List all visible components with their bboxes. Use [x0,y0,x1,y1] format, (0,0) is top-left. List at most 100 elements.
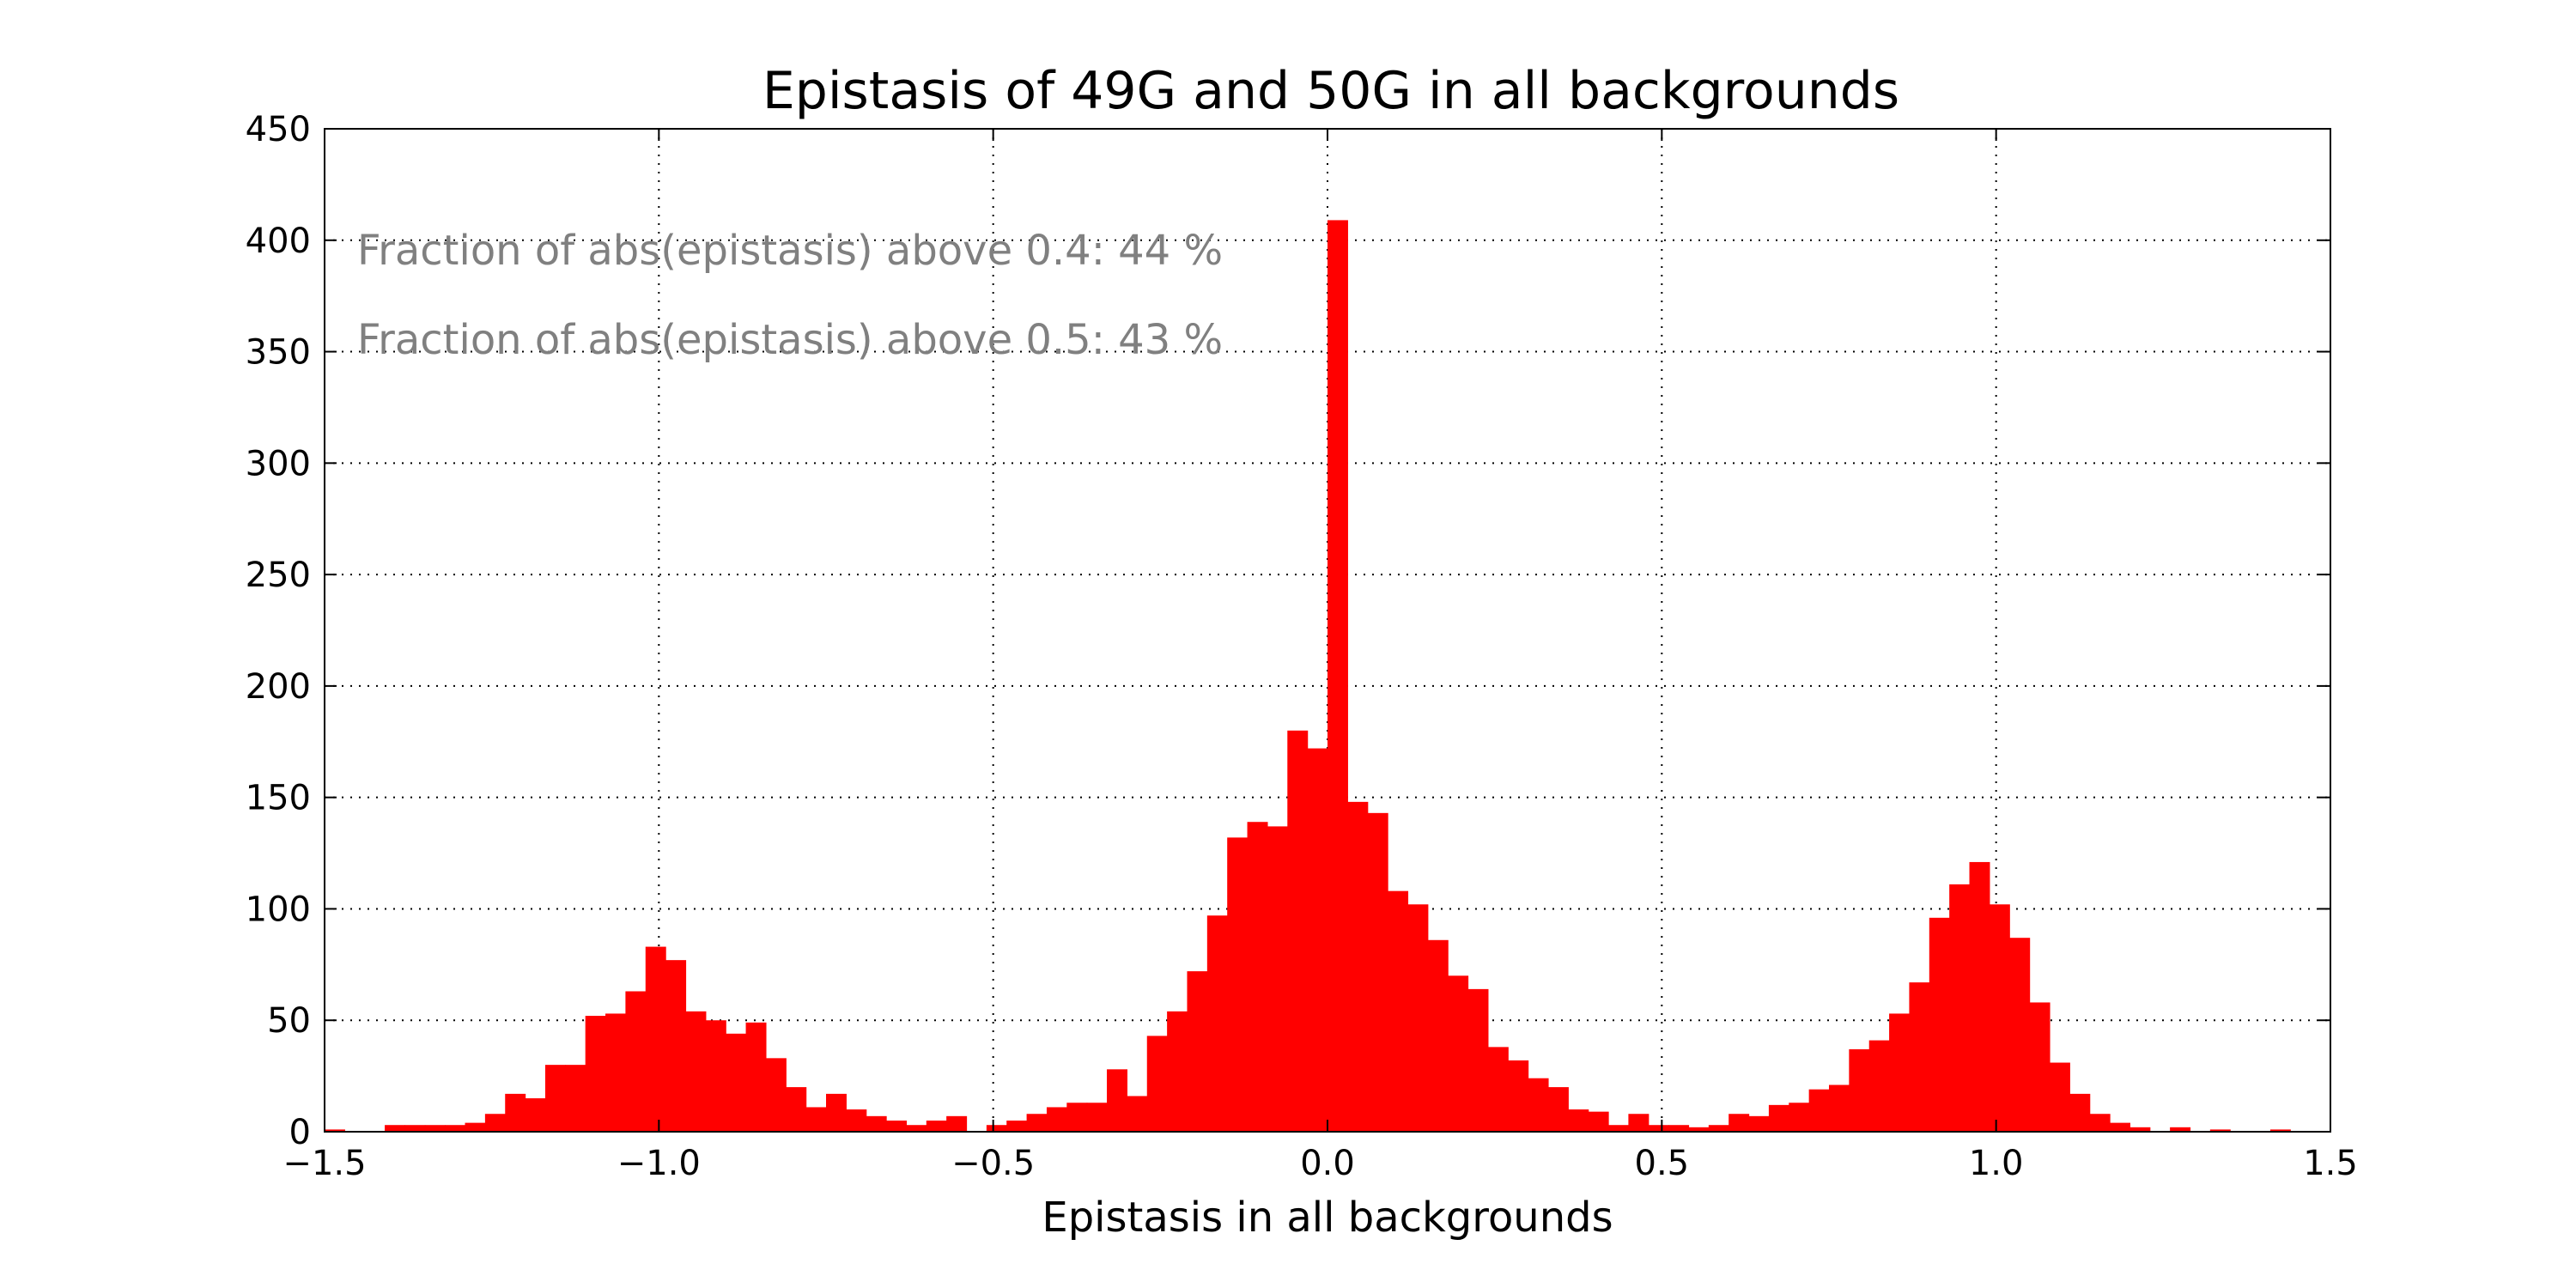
y-tick-label: 300 [246,444,311,483]
histogram-bar [1588,1111,1609,1132]
y-tick-label: 350 [246,333,311,373]
histogram-bar [1708,1125,1729,1132]
histogram-bar [404,1125,426,1132]
histogram-bar [1768,1104,1789,1132]
histogram-bar [1127,1096,1148,1132]
histogram-bar [645,946,666,1132]
histogram-bar [2170,1127,2191,1132]
y-tick-label: 150 [246,779,311,818]
histogram-bar [745,1022,767,1132]
histogram-bar [786,1087,807,1132]
x-tick-label: 0.0 [1300,1144,1355,1183]
histogram-bar [1187,971,1208,1132]
histogram-bar [325,1129,345,1132]
histogram-bar [1909,982,1930,1132]
histogram-bar [1528,1078,1549,1132]
histogram-bar [946,1115,968,1132]
histogram-bar [1467,988,1489,1132]
histogram-bar [1728,1114,1750,1132]
histogram-bar [1107,1069,1127,1132]
histogram-bar [1628,1114,1649,1132]
x-axis-ticks: −1.5 −1.0 −0.5 0.0 0.5 1.0 1.5 [283,129,2358,1183]
histogram-bar [906,1125,927,1132]
histogram-bar [2110,1122,2130,1132]
histogram-bar [1206,915,1228,1132]
histogram-bar [1789,1103,1810,1132]
histogram-bar [1748,1115,1770,1132]
histogram-bar [2269,1129,2291,1132]
histogram-bar [505,1093,526,1132]
histogram-bar [1086,1103,1108,1132]
histogram-bar [2209,1129,2231,1132]
histogram-bar [986,1125,1007,1132]
x-tick-label: −1.5 [283,1144,366,1183]
histogram-bar [1327,220,1348,1133]
histogram-bar [424,1125,446,1132]
histogram-bar [705,1020,726,1132]
histogram-bar [525,1098,546,1132]
histogram-bar [585,1016,606,1132]
histogram-bar [625,991,647,1132]
y-tick-label: 100 [246,890,311,929]
histogram-bar [1066,1103,1088,1132]
histogram-bar [1026,1114,1048,1132]
x-axis-label: Epistasis in all backgrounds [1042,1194,1613,1242]
annotation-fraction-above-0-5: Fraction of abs(epistasis) above 0.5: 43… [357,316,1223,364]
histogram-bar [1688,1127,1710,1132]
histogram-bar [2089,1114,2111,1132]
histogram-bar [1568,1109,1589,1132]
histogram-bar [1989,904,2010,1132]
histogram-bar [1046,1107,1067,1132]
histogram-bar [1267,826,1288,1132]
histogram-bar [1146,1036,1168,1132]
histogram-bar [726,1033,747,1132]
histogram-bar [1227,837,1249,1132]
histogram-bar [665,960,687,1132]
histogram-bar [1487,1047,1509,1132]
histogram-bar [1868,1040,1890,1132]
histogram-bar [1969,861,1990,1132]
histogram-bar [765,1058,787,1132]
histogram-bar [1006,1121,1028,1132]
histogram-bar [2129,1127,2151,1132]
y-tick-label: 50 [267,1001,311,1041]
x-tick-label: −1.0 [617,1144,701,1183]
histogram-bar [544,1065,566,1132]
histogram-bar [2029,1002,2050,1132]
annotation-fraction-above-0-4: Fraction of abs(epistasis) above 0.4: 44… [357,227,1223,275]
y-axis-ticks: 0 50 100 150 200 250 300 350 400 450 [246,110,2330,1152]
histogram-bar [2049,1062,2070,1132]
histogram-bar [1347,801,1369,1132]
histogram-bar [1608,1125,1629,1132]
histogram-bar [1167,1011,1188,1132]
y-tick-label: 250 [246,556,311,595]
x-tick-label: 0.5 [1635,1144,1690,1183]
histogram-bar [1448,975,1469,1132]
histogram-bar [1929,917,1950,1132]
histogram-bar [605,1013,626,1132]
y-tick-label: 450 [246,110,311,149]
histogram-bar [385,1125,406,1132]
histogram-bar [1307,748,1328,1132]
histogram-bar [1367,812,1388,1132]
x-tick-label: −0.5 [951,1144,1035,1183]
histogram-bar [886,1121,908,1132]
histogram-bar [484,1114,506,1132]
histogram-bar [1407,904,1429,1132]
histogram-bar [1287,730,1309,1132]
histogram-bar [866,1115,887,1132]
histogram-bar [465,1122,486,1132]
histogram-bars [325,220,2291,1133]
histogram-bar [1668,1125,1690,1132]
chart-title: Epistasis of 49G and 50G in all backgrou… [762,61,1899,121]
histogram-bar [2069,1093,2091,1132]
histogram-bar [1547,1087,1569,1132]
histogram-bar [1427,939,1449,1132]
histogram-bar [1829,1084,1850,1132]
histogram-bar [685,1011,707,1132]
histogram-bar [1889,1013,1911,1132]
histogram-bar [846,1109,867,1132]
histogram-bar [2009,938,2031,1132]
histogram-bar [1648,1125,1669,1132]
